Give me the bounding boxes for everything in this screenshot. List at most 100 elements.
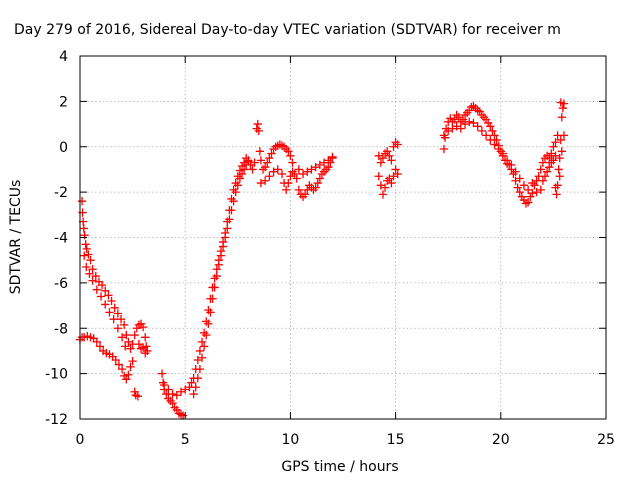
data-point <box>255 147 265 156</box>
data-point <box>536 165 545 174</box>
data-point <box>113 324 123 333</box>
data-point <box>307 165 316 174</box>
data-point <box>138 322 148 332</box>
data-point <box>513 183 522 192</box>
data-point <box>227 206 236 215</box>
data-point <box>160 380 169 390</box>
data-point <box>248 165 257 174</box>
axis-ticks <box>79 55 607 420</box>
data-point <box>557 147 566 156</box>
data-point <box>524 198 533 207</box>
data-point <box>549 142 558 151</box>
data-point <box>292 174 301 183</box>
data-point <box>315 160 325 170</box>
data-point <box>101 300 110 309</box>
data-point <box>191 383 200 392</box>
data-point <box>204 319 213 328</box>
data-point <box>253 119 262 129</box>
data-point <box>481 131 491 140</box>
data-point <box>218 242 228 251</box>
data-point <box>197 337 207 347</box>
data-point <box>91 271 100 281</box>
data-point <box>378 190 388 199</box>
data-point <box>107 296 116 306</box>
data-point <box>460 119 470 129</box>
data-point <box>290 169 299 179</box>
tick-labels: 0 5 10 15 20 25 -12 -10 -8 -6 -4 -2 0 2 4 <box>45 49 615 448</box>
data-point <box>117 333 127 342</box>
y-tick-label: 4 <box>59 49 68 65</box>
data-point <box>108 352 117 361</box>
data-point <box>538 158 548 167</box>
data-point <box>387 156 396 165</box>
data-point <box>490 140 499 149</box>
data-point <box>109 315 118 324</box>
data-point <box>383 147 392 156</box>
data-point <box>547 149 556 158</box>
data-point <box>229 197 238 206</box>
y-tick-label: -4 <box>54 231 68 247</box>
data-point <box>212 271 221 281</box>
data-point <box>193 355 202 365</box>
data-point <box>142 342 151 351</box>
data-point <box>193 374 202 383</box>
x-axis-label: GPS time / hours <box>281 459 398 475</box>
data-point <box>545 153 554 163</box>
data-point <box>450 115 459 124</box>
data-point <box>172 391 181 400</box>
y-axis-label: SDTVAR / TECUs <box>8 180 24 295</box>
data-point <box>393 169 402 179</box>
data-point <box>94 277 104 286</box>
data-point <box>168 398 177 408</box>
data-point <box>444 126 453 136</box>
data-point <box>498 149 508 158</box>
data-point <box>84 250 93 259</box>
data-point <box>92 285 101 294</box>
data-point <box>267 149 276 158</box>
data-point <box>552 190 561 199</box>
data-point <box>303 167 312 176</box>
data-point <box>540 172 550 181</box>
data-point <box>328 152 337 162</box>
x-tick-label: 20 <box>492 432 510 448</box>
data-point <box>261 176 270 185</box>
data-point <box>223 224 232 233</box>
data-point <box>237 169 247 179</box>
data-point <box>511 167 520 176</box>
data-point <box>273 165 282 174</box>
data-point <box>250 158 259 167</box>
data-point <box>126 344 135 353</box>
data-point <box>374 151 383 160</box>
data-point <box>542 167 552 176</box>
data-point <box>519 181 529 190</box>
data-point <box>490 131 499 140</box>
data-point <box>199 342 209 351</box>
data-point <box>265 153 274 163</box>
data-point <box>458 115 468 124</box>
data-point <box>104 291 113 300</box>
data-point <box>376 158 386 167</box>
data-point <box>113 309 123 318</box>
data-point <box>235 174 245 183</box>
data-point <box>124 370 133 379</box>
data-point <box>130 330 139 340</box>
data-point <box>126 362 135 371</box>
data-point <box>532 187 541 197</box>
y-tick-label: -12 <box>45 412 68 428</box>
data-point <box>294 165 303 174</box>
data-point <box>536 185 545 195</box>
data-point <box>79 224 88 233</box>
data-point <box>477 126 487 136</box>
data-point <box>545 163 554 172</box>
data-point <box>465 117 474 126</box>
data-point <box>122 375 131 384</box>
x-tick-label: 0 <box>76 432 85 448</box>
data-point <box>202 330 211 340</box>
y-tick-label: 0 <box>59 140 68 156</box>
data-point <box>81 240 90 249</box>
data-point <box>97 280 107 290</box>
data-point <box>256 156 266 165</box>
y-tick-label: -2 <box>54 185 68 201</box>
data-point <box>452 122 461 131</box>
